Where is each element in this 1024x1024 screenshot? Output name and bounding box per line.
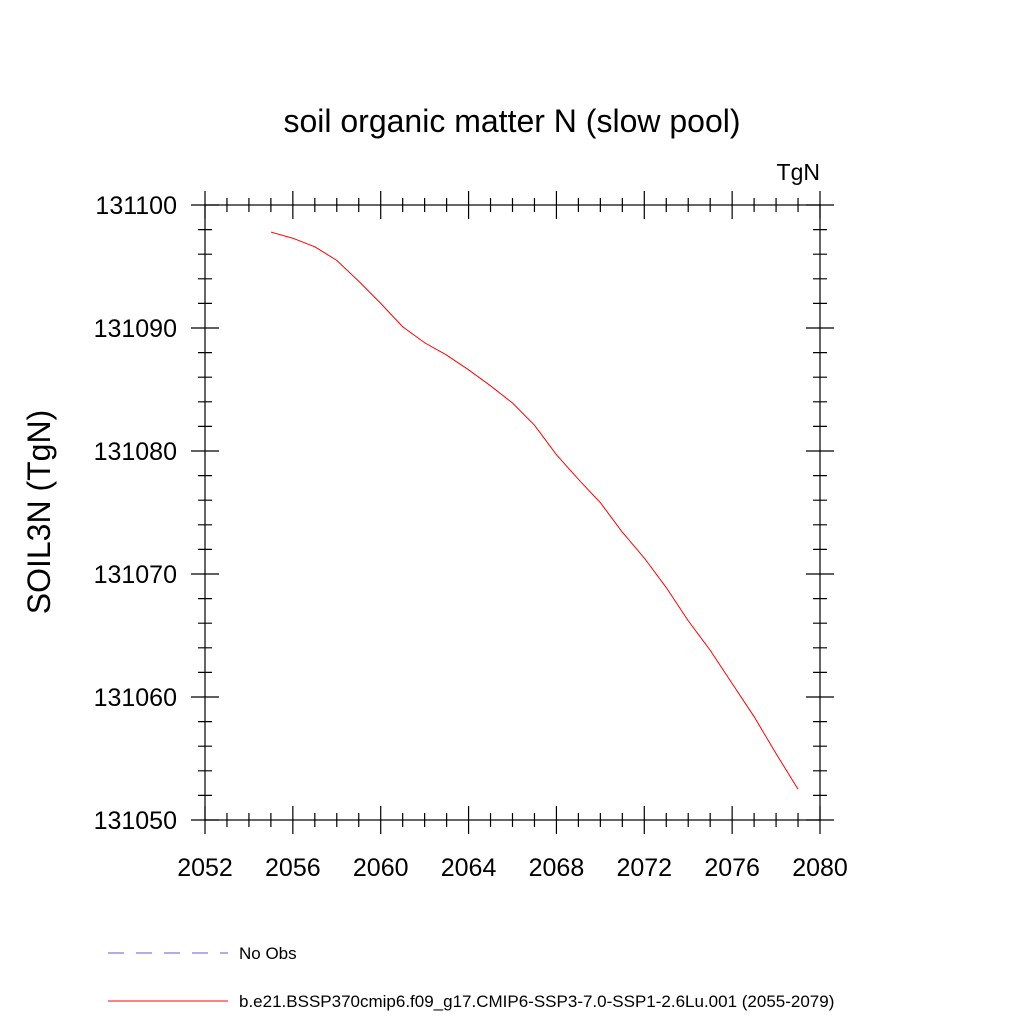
x-tick-label: 2080 — [792, 854, 848, 882]
series-lines — [270, 231, 799, 790]
y-tick-label: 131050 — [94, 807, 177, 835]
y-tick-label: 131060 — [94, 684, 177, 712]
plot-frame — [204, 204, 821, 821]
y-tick-label: 131080 — [94, 438, 177, 466]
axis-ticks — [191, 191, 834, 834]
x-tick-label: 2076 — [704, 854, 760, 882]
y-tick-label: 131090 — [94, 315, 177, 343]
legend: No Obs b.e21.BSSP370cmip6.f09_g17.CMIP6-S… — [108, 944, 834, 1011]
series-line — [270, 231, 799, 790]
y-axis-label: SOIL3N (TgN) — [21, 410, 57, 614]
legend-label: b.e21.BSSP370cmip6.f09_g17.CMIP6-SSP3-7.… — [239, 992, 834, 1011]
y-tick-label: 131070 — [94, 561, 177, 589]
x-tick-label: 2052 — [177, 854, 233, 882]
x-tick-label: 2072 — [616, 854, 672, 882]
x-tick-label: 2056 — [265, 854, 321, 882]
y-tick-label: 131100 — [95, 192, 177, 220]
units-label: TgN — [777, 159, 820, 185]
legend-label: No Obs — [239, 944, 297, 963]
chart-title: soil organic matter N (slow pool) — [283, 103, 740, 139]
x-tick-label: 2068 — [529, 854, 585, 882]
x-tick-label: 2060 — [353, 854, 409, 882]
x-tick-label: 2064 — [441, 854, 497, 882]
axis-tick-labels: 2052 2056 2060 2064 2068 2072 2076 2080 131050 13… — [94, 192, 848, 882]
